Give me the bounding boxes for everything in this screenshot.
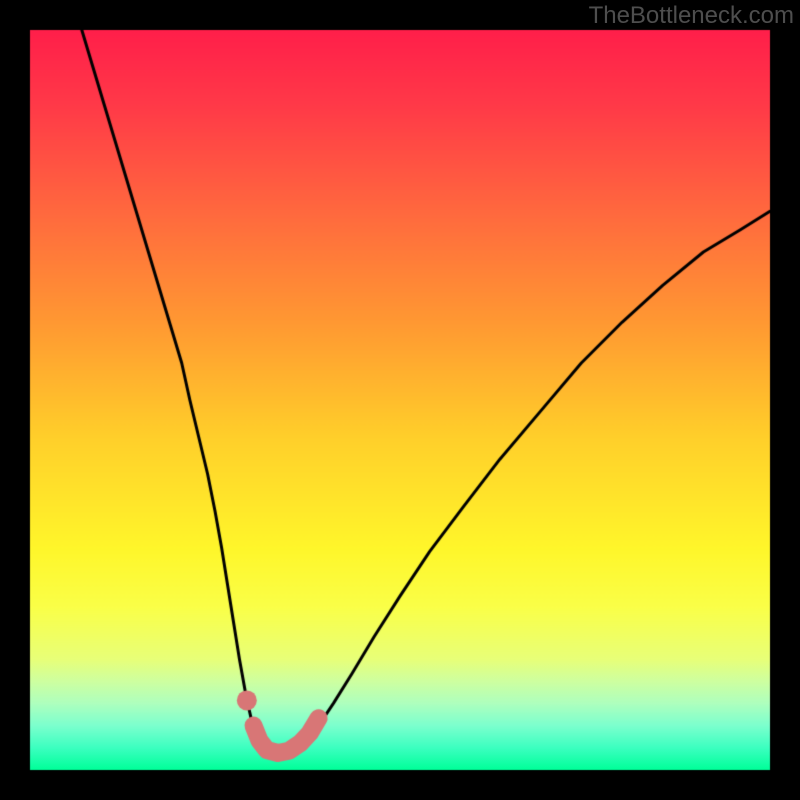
watermark-text: TheBottleneck.com [589, 2, 794, 30]
figure-root: TheBottleneck.com [0, 0, 800, 800]
bottleneck-curve-plot [0, 0, 800, 800]
